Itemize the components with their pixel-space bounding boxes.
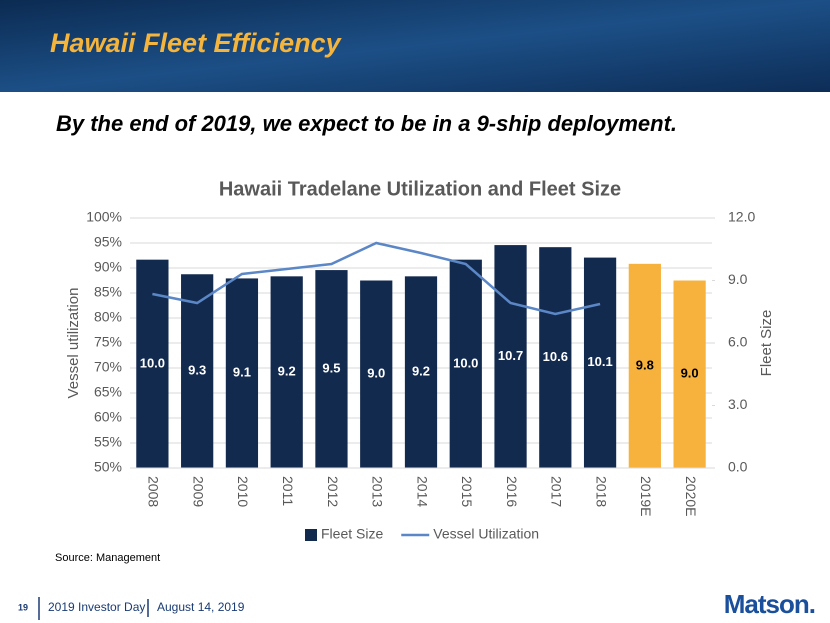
bar bbox=[494, 245, 527, 468]
legend-label: Vessel Utilization bbox=[433, 526, 539, 542]
x-tick-label: 2019E bbox=[638, 476, 654, 516]
x-tick-label: 2012 bbox=[325, 476, 341, 507]
x-tick-label: 2018 bbox=[593, 476, 609, 507]
bar bbox=[539, 247, 572, 468]
footer-date: August 14, 2019 bbox=[157, 600, 245, 614]
x-tick-label: 2011 bbox=[280, 476, 296, 506]
legend-swatch bbox=[305, 529, 317, 541]
data-label: 10.0 bbox=[140, 355, 165, 370]
y-tick-label: 55% bbox=[94, 434, 122, 450]
x-tick-label: 2013 bbox=[370, 476, 386, 507]
y2-tick-label: 6.0 bbox=[728, 334, 748, 350]
data-label: 9.2 bbox=[412, 364, 430, 379]
data-label: 9.8 bbox=[636, 357, 654, 372]
y2-tick-label: 0.0 bbox=[728, 459, 748, 475]
page-number: 19 bbox=[18, 602, 28, 612]
data-label: 9.2 bbox=[278, 364, 296, 379]
y2-tick-label: 3.0 bbox=[728, 396, 748, 412]
bar bbox=[270, 276, 303, 468]
x-tick-label: 2008 bbox=[146, 476, 162, 507]
y2-tick-label: 12.0 bbox=[728, 209, 755, 225]
data-label: 10.6 bbox=[543, 349, 568, 364]
data-label: 9.5 bbox=[322, 360, 340, 375]
y-tick-label: 90% bbox=[94, 259, 122, 275]
y-tick-label: 85% bbox=[94, 284, 122, 300]
bar bbox=[315, 270, 348, 468]
subtitle: By the end of 2019, we expect to be in a… bbox=[56, 111, 677, 136]
slide-title: Hawaii Fleet Efficiency bbox=[50, 28, 343, 58]
bar bbox=[404, 276, 438, 468]
y-tick-label: 50% bbox=[94, 459, 122, 475]
bar bbox=[225, 278, 259, 468]
bar bbox=[628, 263, 661, 468]
bar bbox=[583, 257, 617, 468]
data-label: 10.1 bbox=[587, 354, 612, 369]
bar bbox=[449, 259, 482, 468]
footer-event: 2019 Investor Day bbox=[48, 600, 145, 614]
legend-label: Fleet Size bbox=[321, 526, 383, 542]
bar bbox=[673, 280, 706, 468]
y2-axis-label: Fleet Size bbox=[758, 310, 775, 377]
x-tick-label: 2017 bbox=[549, 476, 565, 507]
y-tick-label: 100% bbox=[86, 209, 122, 225]
line bbox=[152, 241, 601, 316]
source: Source: Management bbox=[55, 552, 160, 564]
data-label: 9.1 bbox=[233, 365, 251, 380]
y-tick-label: 60% bbox=[94, 409, 122, 425]
y2-tick-label: 9.0 bbox=[728, 271, 748, 287]
x-tick-label: 2016 bbox=[504, 476, 520, 507]
header-band bbox=[0, 0, 830, 92]
bar bbox=[181, 274, 214, 468]
y-tick-label: 80% bbox=[94, 309, 122, 325]
y-tick-label: 75% bbox=[94, 334, 122, 350]
y-tick-label: 70% bbox=[94, 359, 122, 375]
logo: Matson. bbox=[724, 589, 815, 619]
chart-title: Hawaii Tradelane Utilization and Fleet S… bbox=[219, 178, 621, 200]
x-tick-label: 2009 bbox=[190, 476, 206, 507]
x-tick-label: 2014 bbox=[414, 476, 430, 507]
data-label: 10.7 bbox=[498, 348, 523, 363]
data-label: 10.0 bbox=[453, 355, 478, 370]
x-tick-label: 2015 bbox=[459, 476, 475, 507]
y-tick-label: 95% bbox=[94, 234, 122, 250]
data-label: 9.0 bbox=[367, 366, 385, 381]
data-label: 9.3 bbox=[188, 363, 206, 378]
x-tick-label: 2010 bbox=[235, 476, 251, 507]
bar bbox=[360, 280, 393, 468]
data-label: 9.0 bbox=[681, 366, 699, 381]
y-tick-label: 65% bbox=[94, 384, 122, 400]
x-tick-label: 2020E bbox=[683, 476, 699, 516]
y-axis-label: Vessel utilization bbox=[65, 288, 82, 399]
